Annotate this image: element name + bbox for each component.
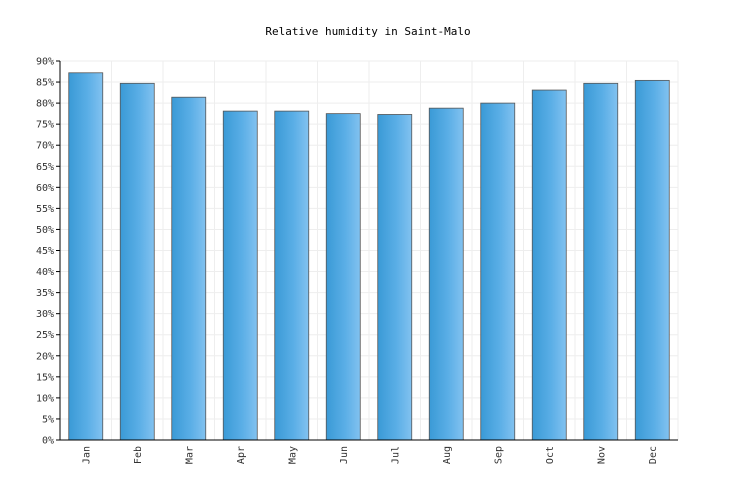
- x-tick-label: Apr: [236, 446, 247, 464]
- y-tick-label: 25%: [36, 330, 54, 341]
- bar-apr: [222, 110, 258, 441]
- y-tick-label: 5%: [42, 414, 54, 425]
- y-tick-label: 80%: [36, 99, 54, 110]
- bar-jun: [325, 113, 361, 441]
- x-tick-labels: Jan Feb Mar Apr May Jun Jul Aug Sep Oct Nov Dec: [81, 446, 659, 464]
- x-tick-label: Nov: [596, 446, 607, 464]
- x-tick-label: Jun: [339, 446, 350, 464]
- axis-layer: [56, 60, 678, 441]
- y-tick-label: 75%: [36, 120, 54, 131]
- bar-oct: [531, 89, 567, 441]
- y-tick-label: 35%: [36, 288, 54, 299]
- x-tick-label: Jul: [390, 446, 401, 464]
- x-tick-label: Feb: [133, 446, 144, 464]
- y-tick-label: 15%: [36, 372, 54, 383]
- x-tick-label: Aug: [442, 446, 453, 464]
- bar-aug: [428, 107, 464, 441]
- x-tick-label: May: [287, 446, 298, 464]
- y-tick-label: 85%: [36, 78, 54, 89]
- y-tick-label: 50%: [36, 225, 54, 236]
- y-tick-label: 30%: [36, 309, 54, 320]
- chart-title: Relative humidity in Saint-Malo: [265, 25, 470, 38]
- bar-feb: [119, 82, 155, 441]
- x-tick-label: Sep: [493, 446, 504, 464]
- grid-layer: [60, 60, 679, 440]
- y-tick-label: 40%: [36, 267, 54, 278]
- bar-jul: [377, 114, 413, 441]
- y-tick-label: 90%: [36, 57, 54, 68]
- bar-mar: [171, 96, 207, 441]
- x-tick-label: Oct: [545, 446, 556, 464]
- y-tick-label: 70%: [36, 141, 54, 152]
- bar-layer: [68, 72, 670, 441]
- y-tick-label: 60%: [36, 183, 54, 194]
- y-tick-labels: 0% 5% 10% 15% 20% 25% 30% 35% 40% 45% 50% 55% 60% 65%…: [36, 57, 54, 447]
- x-tick-label: Mar: [184, 446, 195, 464]
- y-tick-label: 65%: [36, 162, 54, 173]
- y-tick-label: 55%: [36, 204, 54, 215]
- y-tick-label: 20%: [36, 351, 54, 362]
- bar-may: [274, 110, 310, 441]
- bar-nov: [583, 82, 619, 441]
- y-tick-label: 0%: [42, 436, 54, 447]
- x-tick-label: Dec: [648, 446, 659, 464]
- y-tick-label: 45%: [36, 246, 54, 257]
- y-tick-label: 10%: [36, 393, 54, 404]
- bar-sep: [480, 102, 516, 441]
- bar-jan: [68, 72, 104, 441]
- x-tick-label: Jan: [81, 446, 92, 464]
- bar-dec: [634, 79, 670, 441]
